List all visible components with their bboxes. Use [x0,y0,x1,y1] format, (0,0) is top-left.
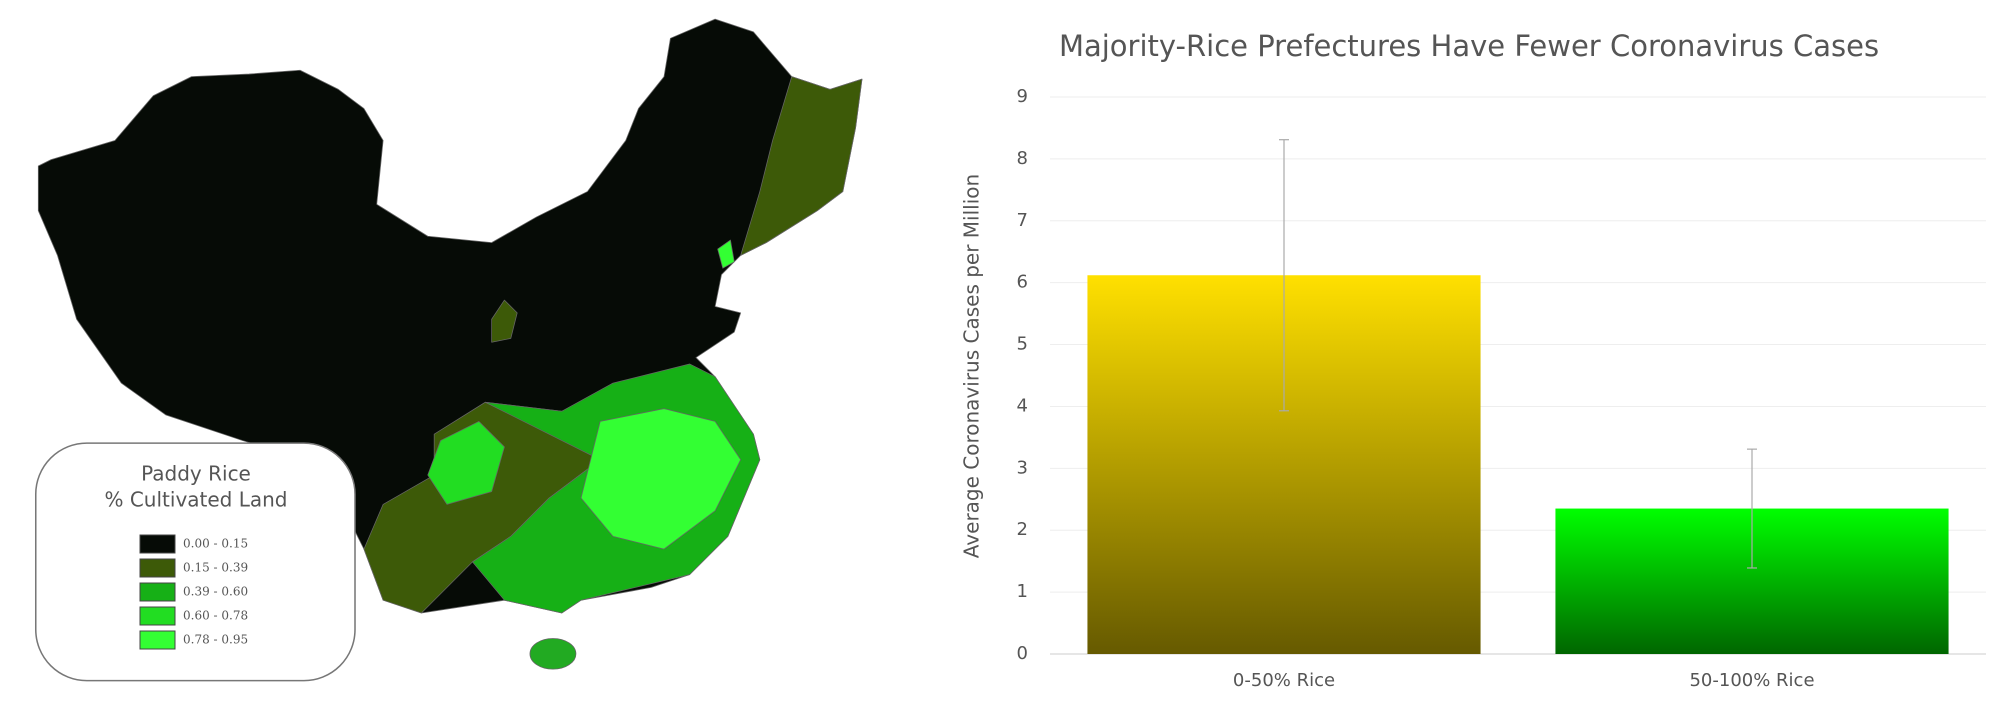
y-tick-label: 7 [1017,210,1028,231]
y-tick-label: 5 [1017,334,1028,355]
legend-box [34,442,356,682]
map-region [580,408,742,550]
y-tick-label: 1 [1017,581,1028,602]
map-region [427,421,505,505]
legend-swatch [139,558,176,578]
map-region [529,638,577,670]
y-tick-label: 3 [1017,457,1028,478]
legend-label: 0.39 - 0.60 [183,585,248,599]
error-bar [1747,448,1757,569]
x-tick-label: 50-100% Rice [1689,670,1814,691]
legend-label: 0.60 - 0.78 [183,609,248,623]
y-tick-label: 8 [1017,148,1028,169]
map [34,18,863,682]
map-region [740,76,863,256]
legend-label: 0.15 - 0.39 [183,561,248,575]
y-tick-label: 4 [1017,395,1028,416]
map-region [491,299,518,343]
map-region [717,239,735,269]
legend-title: Paddy Rice [141,462,251,486]
y-tick-label: 6 [1017,272,1028,293]
y-tick-label: 2 [1017,519,1028,540]
legend-swatch [139,582,176,602]
x-tick-label: 0-50% Rice [1233,670,1335,691]
legend-title: % Cultivated Land [104,488,287,512]
legend-swatch [139,534,176,554]
y-tick-label: 0 [1017,643,1028,664]
legend-label: 0.00 - 0.15 [183,537,248,551]
y-axis-label: Average Coronavirus Cases per Million [960,174,984,558]
legend-swatch [139,630,176,650]
error-bar [1279,139,1289,412]
y-tick-label: 9 [1017,86,1028,107]
legend-swatch [139,606,176,626]
legend-label: 0.78 - 0.95 [183,633,248,647]
chart-title: Majority-Rice Prefectures Have Fewer Cor… [1059,29,1879,63]
